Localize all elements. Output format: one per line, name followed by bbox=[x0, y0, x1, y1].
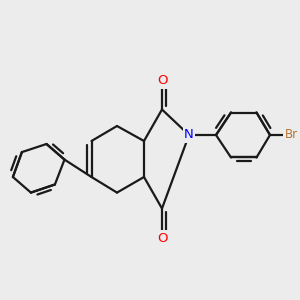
Text: O: O bbox=[157, 232, 167, 245]
Text: O: O bbox=[157, 74, 167, 88]
Text: N: N bbox=[184, 128, 194, 142]
Text: Br: Br bbox=[284, 128, 298, 142]
